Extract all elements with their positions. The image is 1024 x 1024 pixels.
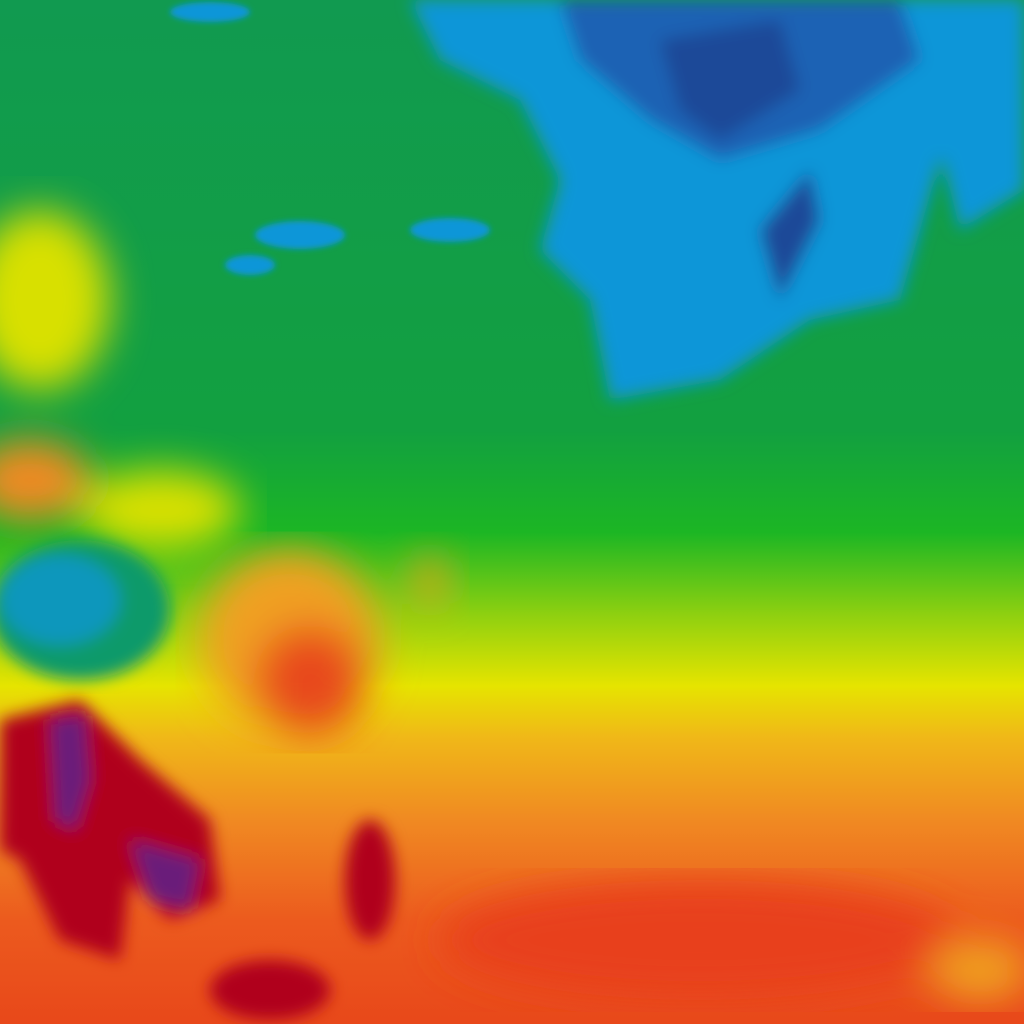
warm-region-south-china — [200, 550, 445, 735]
cold-region-northeast — [410, 0, 1024, 400]
cold-patches-north — [170, 2, 490, 275]
hot-region-indochina — [0, 700, 395, 1020]
warm-region-west — [0, 210, 240, 550]
cold-region-plateau — [0, 540, 170, 680]
hot-region-south — [440, 880, 1024, 1000]
